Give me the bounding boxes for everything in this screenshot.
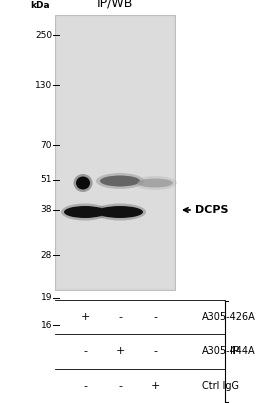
Ellipse shape [64, 206, 106, 218]
Text: -: - [118, 381, 122, 391]
Text: Ctrl IgG: Ctrl IgG [202, 381, 239, 391]
Ellipse shape [73, 174, 92, 192]
Text: -: - [83, 347, 87, 357]
Text: +: + [150, 381, 160, 391]
Text: -: - [153, 347, 157, 357]
Text: IP: IP [230, 347, 239, 357]
Ellipse shape [137, 179, 173, 187]
Text: 19: 19 [40, 293, 52, 303]
Bar [57, 17, 173, 288]
Text: 16: 16 [40, 320, 52, 330]
Bar [55, 15, 175, 290]
Ellipse shape [133, 176, 177, 190]
Text: 28: 28 [41, 251, 52, 260]
Ellipse shape [94, 204, 146, 220]
Text: 51: 51 [40, 175, 52, 185]
Ellipse shape [97, 206, 143, 218]
Text: 38: 38 [40, 206, 52, 214]
Ellipse shape [100, 175, 140, 187]
Text: 250: 250 [35, 31, 52, 39]
Ellipse shape [96, 173, 144, 189]
Text: -: - [153, 312, 157, 322]
Text: IP/WB: IP/WB [97, 0, 133, 10]
Text: 70: 70 [40, 141, 52, 150]
Text: +: + [80, 312, 90, 322]
Text: A305-444A: A305-444A [202, 347, 256, 357]
Ellipse shape [76, 177, 90, 189]
Text: A305-426A: A305-426A [202, 312, 256, 322]
Text: 130: 130 [35, 81, 52, 89]
Text: +: + [115, 347, 125, 357]
Ellipse shape [61, 204, 109, 220]
Text: DCPS: DCPS [195, 205, 229, 215]
Text: kDa: kDa [30, 1, 50, 10]
Text: -: - [118, 312, 122, 322]
Text: -: - [83, 381, 87, 391]
